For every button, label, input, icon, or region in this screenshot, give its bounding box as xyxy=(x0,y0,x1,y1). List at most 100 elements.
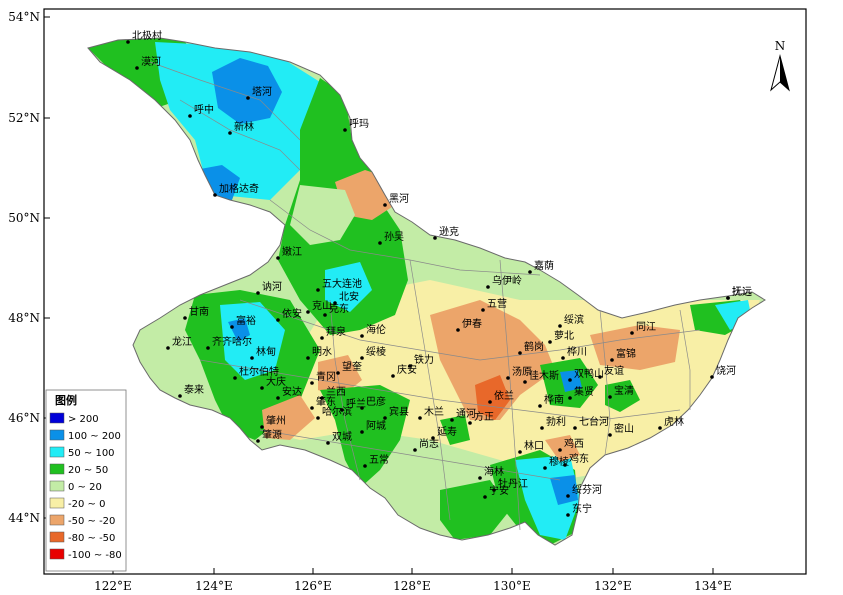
station-label: 抚远 xyxy=(732,286,752,298)
station-dot xyxy=(256,439,260,443)
station-label: 克山 xyxy=(312,300,332,312)
station-label: 肇源 xyxy=(262,428,282,441)
station-label: 泰来 xyxy=(184,383,204,396)
zone-yilan-red xyxy=(475,375,510,420)
zone-tahe-blue xyxy=(212,58,282,124)
station-label: 密山 xyxy=(614,422,634,435)
station-label: 甘南 xyxy=(189,305,209,318)
station-label: 七台河 xyxy=(579,415,609,428)
legend-label: -80 ~ -50 xyxy=(68,533,115,544)
station-label: 克东 xyxy=(329,302,349,315)
lat-tick-label: 50°N xyxy=(8,211,40,225)
station-dot xyxy=(413,448,417,452)
station-label: 宁安 xyxy=(489,484,509,497)
station-label: 延寿 xyxy=(437,425,457,438)
station-dot xyxy=(310,381,314,385)
zone-fuyu-blue xyxy=(228,318,250,342)
legend-swatch xyxy=(49,497,65,509)
station-dot xyxy=(566,513,570,517)
station-label: 富锦 xyxy=(616,347,636,360)
station-dot xyxy=(391,374,395,378)
station-dot xyxy=(276,256,280,260)
station-label: 富裕 xyxy=(236,314,256,327)
lon-tick-label: 134°E xyxy=(694,579,732,593)
station-dot xyxy=(548,340,552,344)
legend-swatch xyxy=(49,429,65,441)
station-dot xyxy=(135,66,139,70)
station-dot xyxy=(561,356,565,360)
legend-swatch xyxy=(49,548,65,560)
station-dot xyxy=(306,356,310,360)
station-label: 兰西 xyxy=(326,385,346,398)
station-label: 漠河 xyxy=(141,56,161,68)
zone-baoqing-green xyxy=(605,380,640,412)
station-label: 桦南 xyxy=(544,393,564,406)
station-label: 嫩江 xyxy=(282,245,302,258)
station-dot xyxy=(568,396,572,400)
lat-tick-label: 44°N xyxy=(8,511,40,525)
legend-swatch xyxy=(49,531,65,543)
station-dot xyxy=(360,430,364,434)
station-dot xyxy=(230,325,234,329)
station-dot xyxy=(478,476,482,480)
station-label: 桦川 xyxy=(567,345,587,358)
station-label: 双城 xyxy=(332,431,352,443)
station-dot xyxy=(418,416,422,420)
station-label: 巴彦 xyxy=(366,395,386,408)
station-label: 望奎 xyxy=(342,360,362,373)
station-label: 勃利 xyxy=(546,415,566,428)
north-arrow: N xyxy=(770,39,790,92)
zone-jixi-orange xyxy=(545,435,580,462)
station-dot xyxy=(518,450,522,454)
legend-swatch xyxy=(49,463,65,475)
station-dot xyxy=(383,416,387,420)
station-label: 呼中 xyxy=(194,103,214,116)
station-dot xyxy=(540,426,544,430)
station-label: 乌伊岭 xyxy=(492,274,522,287)
station-dot xyxy=(183,316,187,320)
station-dot xyxy=(363,464,367,468)
station-dot xyxy=(558,448,562,452)
station-label: 海林 xyxy=(484,465,504,478)
station-dot xyxy=(630,331,634,335)
station-label: 新林 xyxy=(234,120,254,133)
station-label: 绥滨 xyxy=(564,313,584,326)
station-label: 宾县 xyxy=(389,405,409,418)
station-dot xyxy=(343,128,347,132)
station-label: 鹤岗 xyxy=(524,340,544,353)
station-label: 塔河 xyxy=(252,85,272,98)
legend-label: 20 ~ 50 xyxy=(68,465,108,476)
station-dot xyxy=(528,270,532,274)
station-label: 龙江 xyxy=(172,335,192,348)
station-dot xyxy=(340,408,344,412)
legend-label: > 200 xyxy=(68,414,99,425)
station-label: 双鸭山 xyxy=(574,367,604,380)
station-label: 穆棱 xyxy=(549,455,569,468)
legend: 图例 > 200 100 ~ 200 50 ~ 100 20 ~ 50 0 ~ 20 -2… xyxy=(45,389,127,572)
lon-tick-label: 128°E xyxy=(393,579,431,593)
legend-title: 图例 xyxy=(55,393,77,407)
station-dot xyxy=(710,375,714,379)
station-dot xyxy=(568,378,572,382)
legend-label: 0 ~ 20 xyxy=(68,482,102,493)
station-label: 铁力 xyxy=(414,353,434,366)
station-label: 阿城 xyxy=(366,420,386,432)
station-dot xyxy=(383,203,387,207)
station-label: 依安 xyxy=(282,307,302,320)
station-dot xyxy=(608,395,612,399)
station-label: 大庆 xyxy=(266,375,286,388)
station-label: 汤原 xyxy=(512,365,532,378)
lon-tick-label: 126°E xyxy=(294,579,332,593)
station-label: 通河 xyxy=(456,408,476,420)
zone-hailin-green xyxy=(440,480,510,540)
station-dot xyxy=(481,308,485,312)
station-dot xyxy=(573,426,577,430)
zone-yichun-orange xyxy=(430,300,555,420)
zone-nenjiang-light xyxy=(290,185,355,245)
zone-wangkui-orange xyxy=(318,355,362,398)
station-label: 哈尔滨 xyxy=(322,405,352,418)
legend-label: 50 ~ 100 xyxy=(68,448,115,459)
station-label: 北安 xyxy=(339,290,359,303)
